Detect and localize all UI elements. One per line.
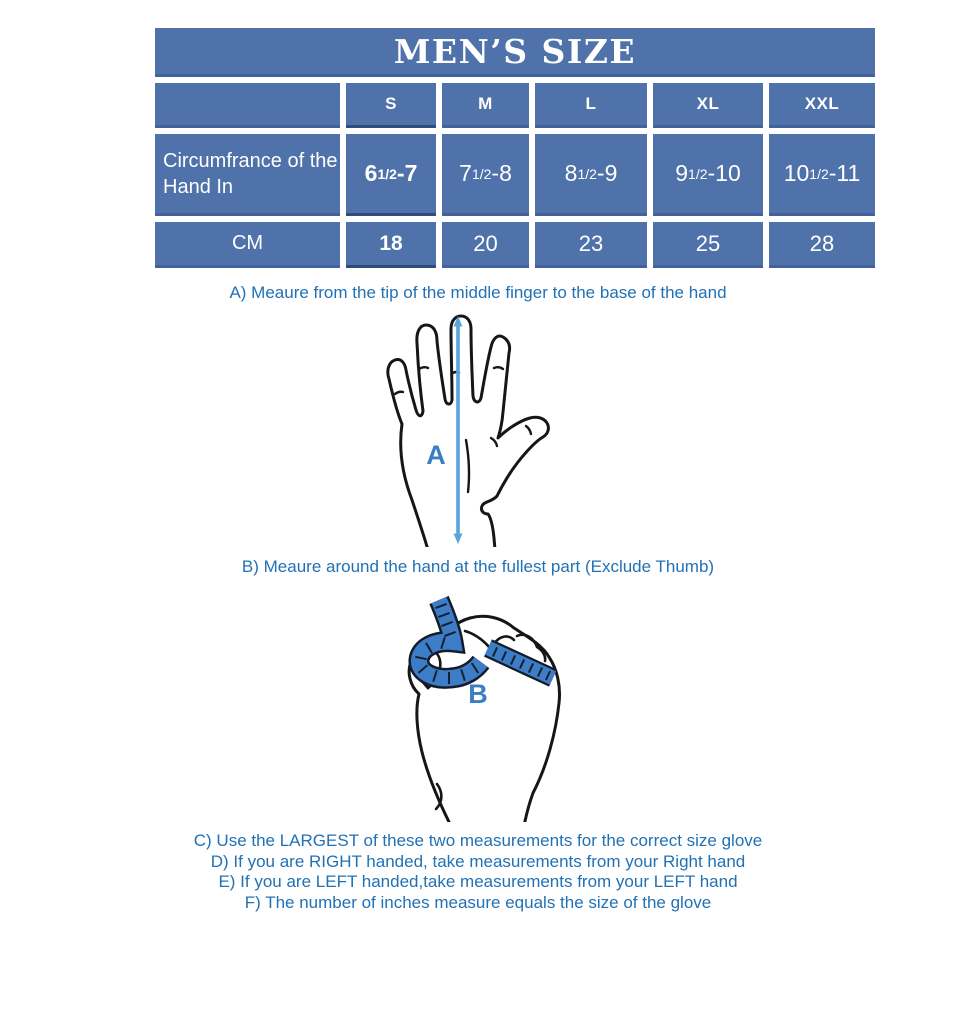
measure-arrow-icon <box>453 316 463 544</box>
finger-crease-marks <box>393 366 533 494</box>
cm-value-xl: 25 <box>653 222 763 268</box>
mens-size-table: MEN’S SIZE S M L XL XXL Circumfrance of … <box>155 28 875 268</box>
hand-outline <box>386 314 550 547</box>
column-header-m: M <box>442 83 529 128</box>
measuring-tape-icon <box>408 595 490 689</box>
table-title: MEN’S SIZE <box>155 28 875 77</box>
corner-empty-cell <box>155 83 340 128</box>
circumference-value-xxl: 10 1/2 -11 <box>769 134 875 216</box>
cm-value-m: 20 <box>442 222 529 268</box>
circumference-value-xl: 9 1/2 -10 <box>653 134 763 216</box>
instruction-line-e: E) If you are LEFT handed,take measureme… <box>218 872 738 891</box>
instruction-list: C) Use the LARGEST of these two measurem… <box>0 831 956 913</box>
fist-illustration: B <box>407 595 561 822</box>
caption-measure-length: A) Meaure from the tip of the middle fin… <box>229 283 727 302</box>
instruction-line-d: D) If you are RIGHT handed, take measure… <box>210 851 746 871</box>
row-label-cm: CM <box>155 222 340 268</box>
instruction-line-f: F) The number of inches measure equals t… <box>244 892 712 912</box>
cm-value-xxl: 28 <box>769 222 875 268</box>
circumference-value-m: 7 1/2 -8 <box>442 134 529 216</box>
fist-figure: B <box>385 590 600 822</box>
row-label-circumference: Circumfrance of the Hand In <box>155 134 340 216</box>
column-header-s: S <box>346 83 436 128</box>
figure-label-b: B <box>468 679 488 709</box>
open-hand-figure: A <box>360 312 610 547</box>
cm-value-l: 23 <box>535 222 647 268</box>
measuring-tape-segment-icon <box>484 639 557 687</box>
circumference-value-s: 6 1/2 -7 <box>346 134 436 216</box>
figure-label-a: A <box>426 440 446 470</box>
column-header-xl: XL <box>653 83 763 128</box>
open-hand-illustration: A <box>386 314 550 547</box>
instruction-line-c: C) Use the LARGEST of these two measurem… <box>193 831 763 850</box>
cm-value-s: 18 <box>346 222 436 268</box>
circumference-value-l: 8 1/2 -9 <box>535 134 647 216</box>
column-header-l: L <box>535 83 647 128</box>
caption-measure-circumference: B) Meaure around the hand at the fullest… <box>241 557 715 576</box>
column-header-xxl: XXL <box>769 83 875 128</box>
